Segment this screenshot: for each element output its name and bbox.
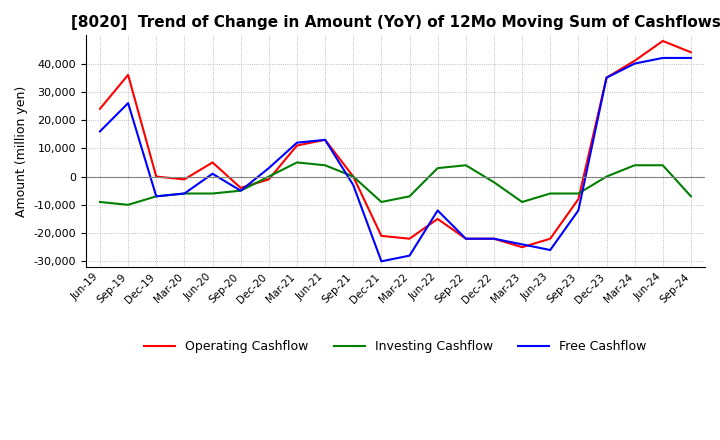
Investing Cashflow	[377, 199, 386, 205]
Operating Cashflow	[433, 216, 442, 222]
Line: Free Cashflow: Free Cashflow	[100, 58, 691, 261]
Operating Cashflow	[518, 245, 526, 250]
Operating Cashflow	[490, 236, 498, 242]
Investing Cashflow	[687, 194, 696, 199]
Operating Cashflow	[462, 236, 470, 242]
Operating Cashflow	[687, 50, 696, 55]
Free Cashflow	[208, 171, 217, 176]
Operating Cashflow	[152, 174, 161, 179]
Operating Cashflow	[292, 143, 301, 148]
Free Cashflow	[349, 183, 358, 188]
Title: [8020]  Trend of Change in Amount (YoY) of 12Mo Moving Sum of Cashflows: [8020] Trend of Change in Amount (YoY) o…	[71, 15, 720, 30]
Investing Cashflow	[236, 188, 245, 193]
Operating Cashflow	[180, 177, 189, 182]
Operating Cashflow	[659, 38, 667, 44]
Free Cashflow	[433, 208, 442, 213]
Free Cashflow	[377, 259, 386, 264]
Line: Operating Cashflow: Operating Cashflow	[100, 41, 691, 247]
Investing Cashflow	[264, 174, 273, 179]
Free Cashflow	[574, 208, 582, 213]
Operating Cashflow	[574, 197, 582, 202]
Operating Cashflow	[96, 106, 104, 111]
Operating Cashflow	[405, 236, 414, 242]
Free Cashflow	[462, 236, 470, 242]
Free Cashflow	[96, 129, 104, 134]
Investing Cashflow	[152, 194, 161, 199]
Free Cashflow	[236, 188, 245, 193]
Free Cashflow	[546, 247, 554, 253]
Operating Cashflow	[377, 233, 386, 238]
Investing Cashflow	[659, 163, 667, 168]
Operating Cashflow	[236, 185, 245, 191]
Investing Cashflow	[462, 163, 470, 168]
Investing Cashflow	[433, 165, 442, 171]
Investing Cashflow	[518, 199, 526, 205]
Investing Cashflow	[490, 180, 498, 185]
Free Cashflow	[490, 236, 498, 242]
Free Cashflow	[152, 194, 161, 199]
Investing Cashflow	[630, 163, 639, 168]
Operating Cashflow	[546, 236, 554, 242]
Operating Cashflow	[321, 137, 330, 143]
Operating Cashflow	[208, 160, 217, 165]
Line: Investing Cashflow: Investing Cashflow	[100, 162, 691, 205]
Free Cashflow	[321, 137, 330, 143]
Free Cashflow	[264, 165, 273, 171]
Y-axis label: Amount (million yen): Amount (million yen)	[15, 85, 28, 217]
Investing Cashflow	[180, 191, 189, 196]
Free Cashflow	[518, 242, 526, 247]
Legend: Operating Cashflow, Investing Cashflow, Free Cashflow: Operating Cashflow, Investing Cashflow, …	[139, 335, 652, 358]
Free Cashflow	[405, 253, 414, 258]
Free Cashflow	[659, 55, 667, 61]
Free Cashflow	[180, 191, 189, 196]
Operating Cashflow	[349, 174, 358, 179]
Free Cashflow	[630, 61, 639, 66]
Investing Cashflow	[349, 174, 358, 179]
Investing Cashflow	[574, 191, 582, 196]
Free Cashflow	[602, 75, 611, 81]
Investing Cashflow	[602, 174, 611, 179]
Operating Cashflow	[630, 58, 639, 63]
Investing Cashflow	[321, 163, 330, 168]
Free Cashflow	[292, 140, 301, 145]
Investing Cashflow	[405, 194, 414, 199]
Free Cashflow	[687, 55, 696, 61]
Investing Cashflow	[292, 160, 301, 165]
Investing Cashflow	[546, 191, 554, 196]
Investing Cashflow	[96, 199, 104, 205]
Operating Cashflow	[602, 75, 611, 81]
Investing Cashflow	[124, 202, 132, 207]
Operating Cashflow	[124, 72, 132, 77]
Operating Cashflow	[264, 177, 273, 182]
Investing Cashflow	[208, 191, 217, 196]
Free Cashflow	[124, 100, 132, 106]
